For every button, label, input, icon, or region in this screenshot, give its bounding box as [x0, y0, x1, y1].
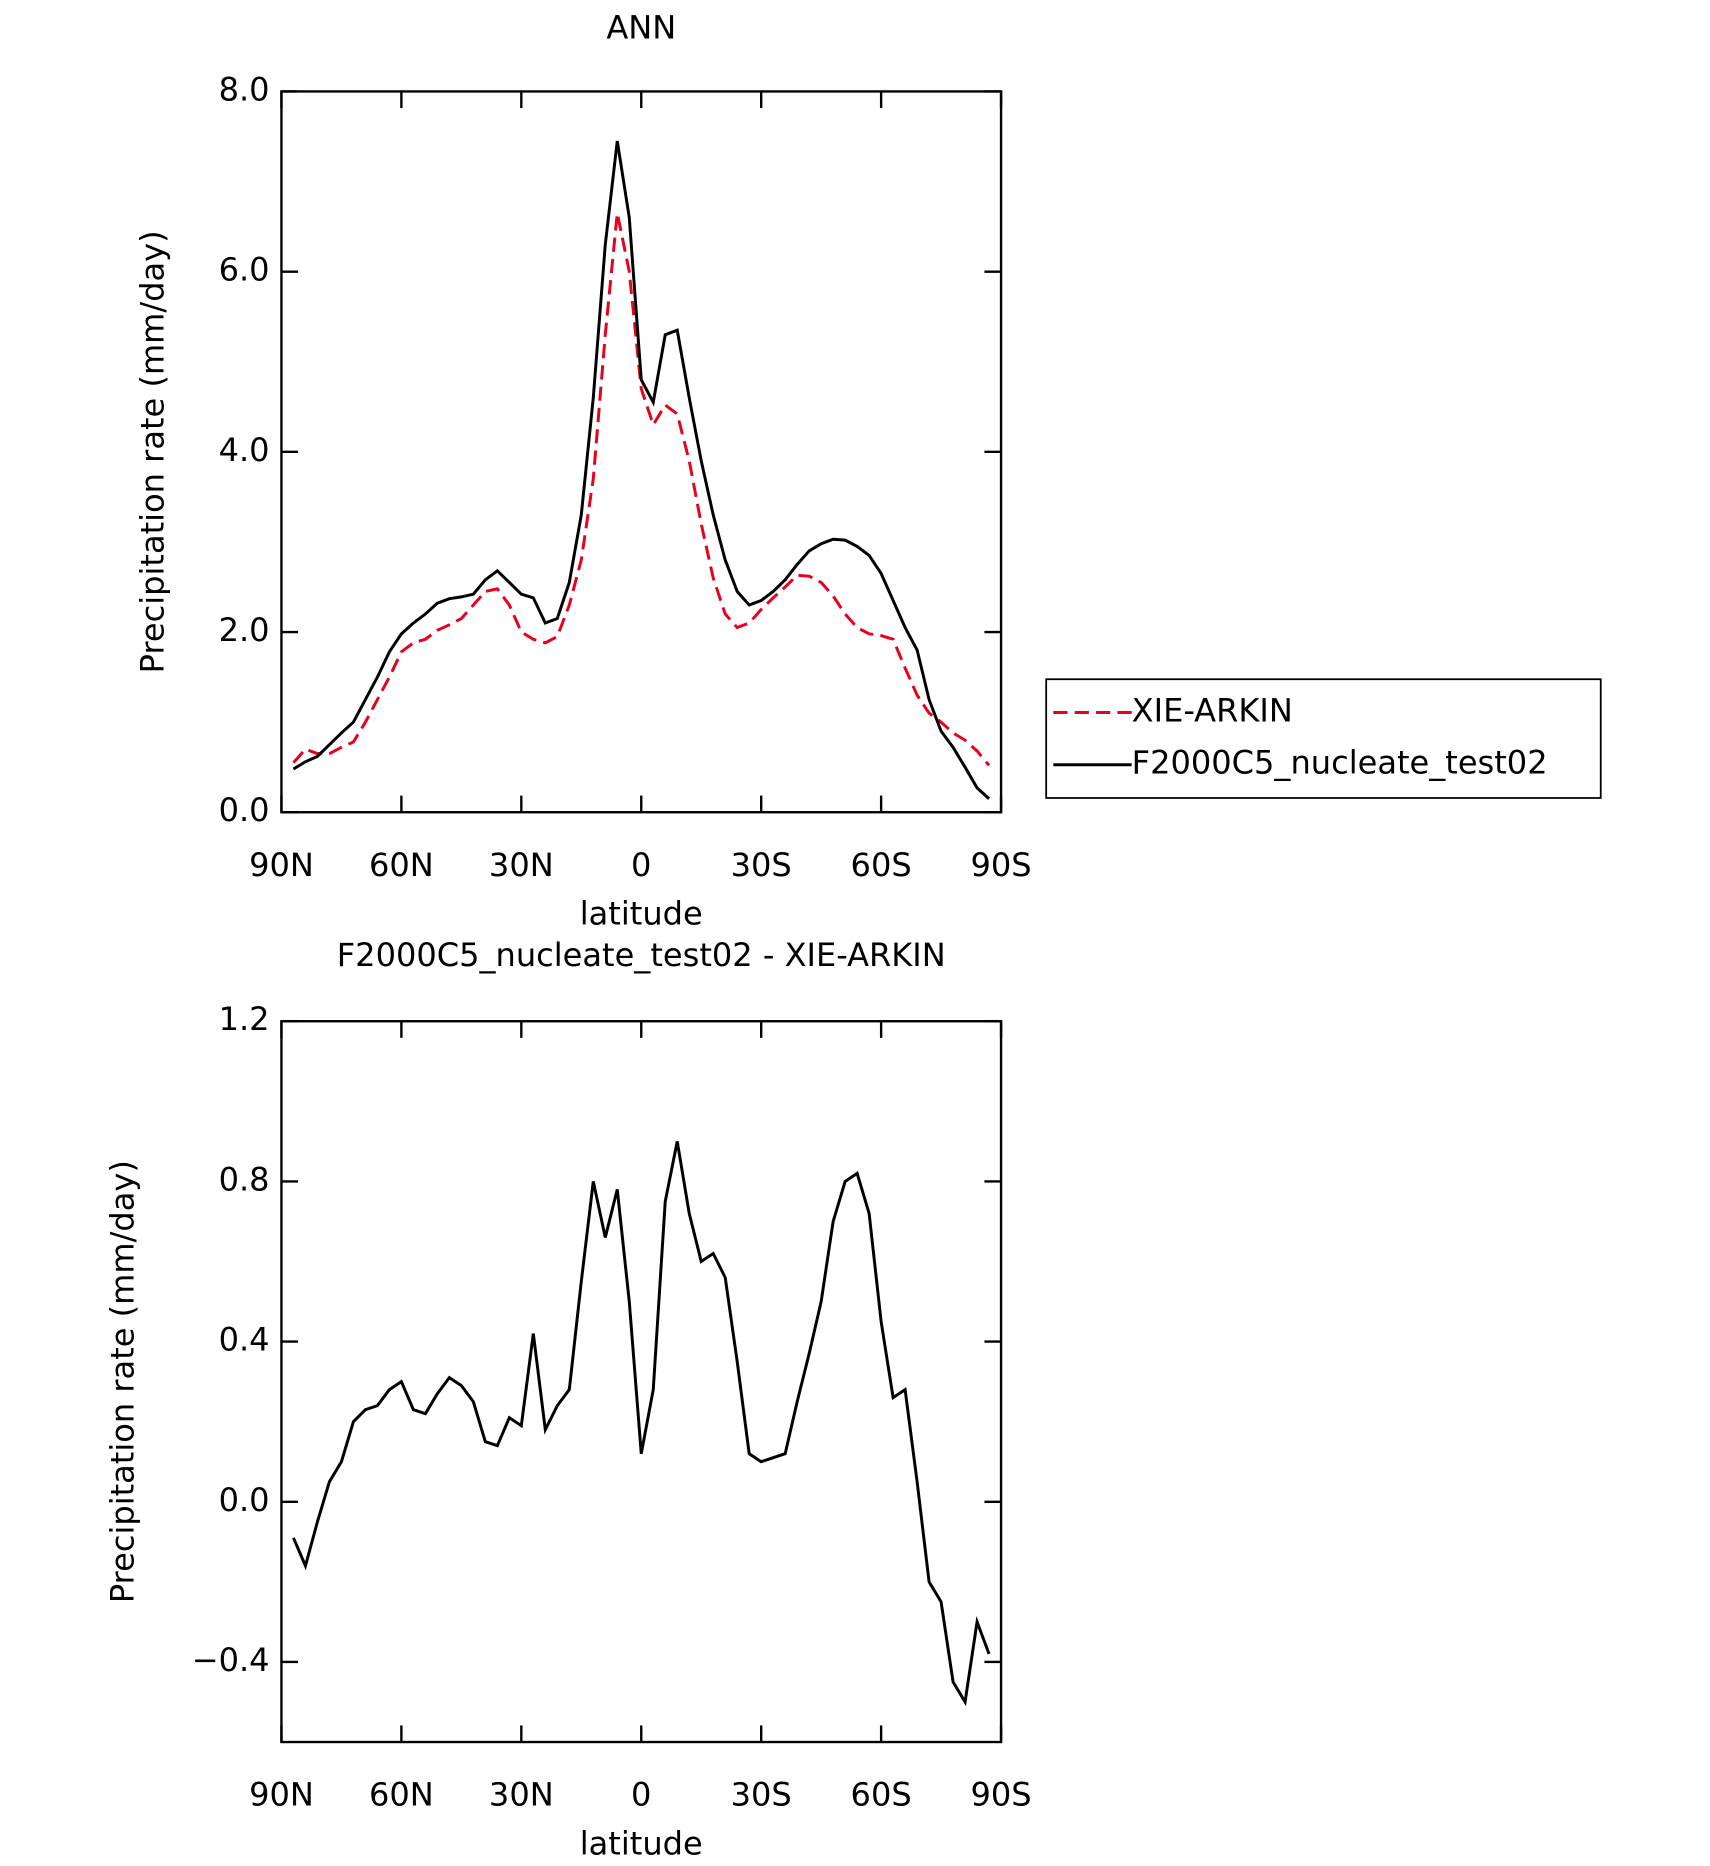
x-tick-label: 30S [731, 846, 792, 884]
chart-title: ANN [606, 9, 676, 47]
y-tick-label: 6.0 [219, 251, 270, 289]
legend-box [1045, 678, 1602, 799]
x-tick-label: 60N [369, 846, 434, 884]
x-tick-label: 0 [631, 1776, 651, 1814]
x-tick-label: 30S [731, 1776, 792, 1814]
x-tick-label: 60N [369, 1776, 434, 1814]
x-tick-label: 30N [489, 846, 554, 884]
y-tick-label: 4.0 [219, 431, 270, 469]
x-tick-label: 0 [631, 846, 651, 884]
y-tick-label: 8.0 [219, 70, 270, 108]
x-tick-label: 60S [851, 1776, 912, 1814]
x-axis-label: latitude [580, 1824, 703, 1862]
x-tick-label: 60S [851, 846, 912, 884]
legend-label: F2000C5_nucleate_test02 [1132, 744, 1548, 782]
chart-title: F2000C5_nucleate_test02 - XIE-ARKIN [337, 936, 946, 974]
data-line [292, 212, 991, 767]
y-tick-label: 0.0 [219, 791, 270, 829]
x-tick-label: 90S [970, 1776, 1031, 1814]
legend-label: XIE-ARKIN [1132, 691, 1293, 729]
x-tick-label: 90N [249, 1776, 314, 1814]
x-tick-label: 90S [970, 846, 1031, 884]
x-tick-label: 30N [489, 1776, 554, 1814]
y-tick-label: 1.2 [219, 1000, 270, 1038]
y-tick-label: 0.4 [219, 1321, 270, 1359]
y-tick-label: 0.8 [219, 1160, 270, 1198]
data-line [292, 140, 991, 800]
y-tick-label: 0.0 [219, 1481, 270, 1519]
plot-frame [280, 90, 1003, 814]
x-tick-label: 90N [249, 846, 314, 884]
data-line [292, 1141, 991, 1707]
y-axis-label: Precipitation rate (mm/day) [104, 1160, 142, 1603]
y-tick-label: 2.0 [219, 611, 270, 649]
x-axis-label: latitude [580, 895, 703, 933]
y-tick-label: −0.4 [192, 1641, 270, 1679]
y-axis-label: Precipitation rate (mm/day) [133, 230, 171, 673]
plot-frame [280, 1020, 1003, 1744]
